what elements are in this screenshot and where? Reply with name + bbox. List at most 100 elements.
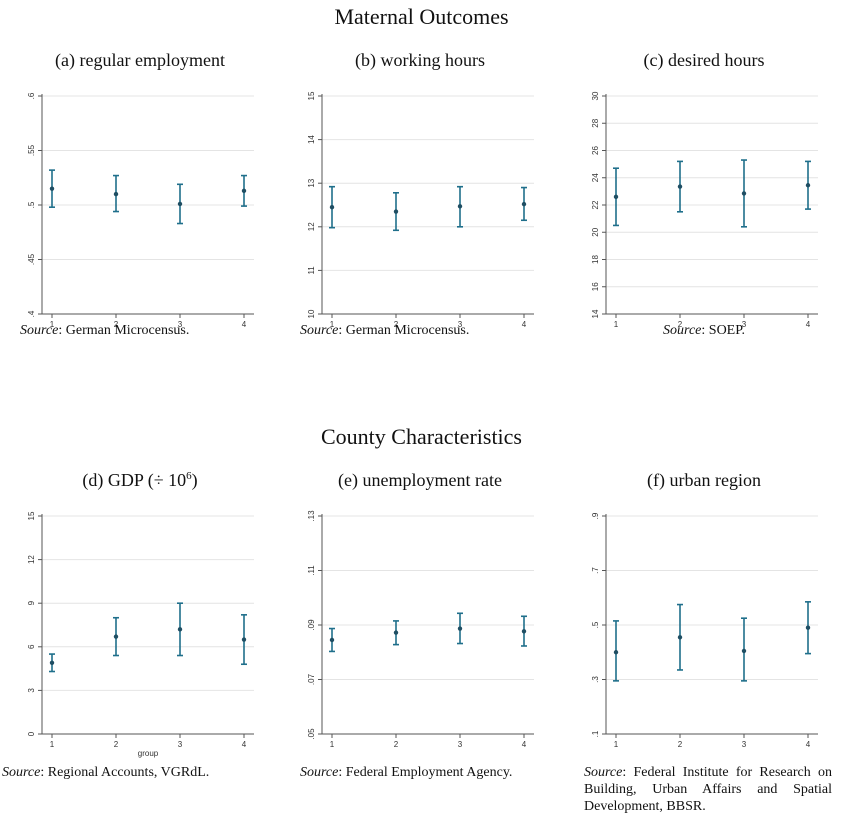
data-point: [393, 630, 399, 635]
panel-title-f: (f) urban region: [647, 470, 761, 490]
panel-a: (a) regular employment .4 .45 .5 .55 .6 1 2 3 4: [20, 50, 260, 340]
x-tick-label: 3: [458, 740, 463, 749]
source-text-c: SOEP.: [708, 323, 745, 338]
y-tick-label: 13: [307, 178, 316, 187]
x-tick-label: 2: [394, 740, 399, 749]
source-note-d: Source: Regional Accounts, VGRdL.: [2, 765, 210, 780]
x-tick-label: 4: [242, 320, 247, 329]
y-tick-label: 12: [27, 555, 36, 564]
data-point: [177, 627, 183, 632]
y-tick-label: 14: [591, 309, 600, 318]
x-tick-label: 2: [114, 320, 119, 329]
panel-c: (c) desired hours 14 16 18 20 22 24 26 28 30 1 2 3 4: [584, 50, 824, 340]
source-note-c: Source: SOEP.: [663, 323, 745, 338]
panel-e: (e) unemployment rate .05 .07 .09 .11 .13 1 2 3…: [300, 470, 540, 760]
x-tick-label: 2: [394, 320, 399, 329]
x-tick-label: 2: [678, 320, 683, 329]
panel-b: (b) working hours 10 11 12 13 14 15 1 2 3 4: [300, 50, 540, 340]
y-tick-label: 26: [591, 146, 600, 155]
data-point: [393, 209, 399, 214]
x-tick-label: 1: [330, 320, 335, 329]
data-point: [457, 204, 463, 209]
data-point: [113, 634, 119, 639]
panel-title-d-close: ): [191, 470, 198, 490]
data-point: [457, 626, 463, 631]
y-tick-label: .45: [27, 253, 36, 265]
x-tick-label: 2: [114, 740, 119, 749]
x-tick-label: 3: [742, 320, 747, 329]
x-tick-label: 4: [806, 740, 811, 749]
panel-title-b: (b) working hours: [355, 50, 485, 70]
y-tick-label: .5: [591, 621, 600, 628]
source-label: Source: [300, 765, 339, 780]
panel-title-d: (d) GDP (÷ 106): [20, 470, 260, 491]
y-tick-label: .1: [591, 730, 600, 737]
x-tick-label: 1: [330, 740, 335, 749]
x-axis-label: group: [138, 749, 159, 758]
panel-title-c: (c) desired hours: [643, 50, 765, 70]
chart-f: .1 .3 .5 .7 .9 1 2 3 4: [591, 512, 818, 749]
y-tick-label: 14: [307, 135, 316, 144]
y-tick-label: .9: [591, 512, 600, 519]
source-text-e: Federal Employment Agency.: [345, 765, 513, 780]
y-tick-label: .6: [27, 92, 36, 99]
data-point: [241, 188, 247, 194]
source-label: Source: [584, 765, 623, 780]
source-note-a: Source: German Microcensus.: [20, 323, 190, 338]
data-point: [49, 186, 55, 191]
data-point: [805, 183, 811, 188]
y-tick-label: 18: [591, 255, 600, 264]
data-point: [741, 191, 747, 196]
data-point: [741, 648, 747, 654]
x-tick-label: 4: [522, 740, 527, 749]
x-tick-label: 1: [614, 740, 619, 749]
panel-title-e: (e) unemployment rate: [338, 470, 502, 490]
x-tick-label: 2: [678, 740, 683, 749]
y-tick-label: 6: [27, 644, 36, 649]
y-tick-label: 24: [591, 173, 600, 182]
panel-f: (f) urban region .1 .3 .5 .7 .9 1 2 3 4: [584, 470, 824, 760]
y-tick-label: 10: [307, 309, 316, 318]
section-title-maternal-outcomes: Maternal Outcomes: [334, 4, 509, 29]
panel-title-d-main: (d) GDP (÷ 10: [82, 470, 187, 490]
x-tick-label: 4: [522, 320, 527, 329]
y-tick-label: .05: [307, 728, 316, 740]
source-text-a: German Microcensus.: [65, 323, 190, 338]
source-note-f: Source: Federal Institute for Research o…: [584, 765, 832, 814]
y-tick-label: 20: [591, 227, 600, 236]
source-text-d: Regional Accounts, VGRdL.: [47, 765, 210, 780]
y-tick-label: 0: [27, 731, 36, 736]
source-label: Source: [2, 765, 41, 780]
y-tick-label: .11: [307, 565, 316, 576]
data-point: [521, 629, 527, 634]
chart-c: 14 16 18 20 22 24 26 28 30 1 2 3 4: [591, 91, 818, 329]
data-point: [677, 635, 683, 640]
chart-a: .4 .45 .5 .55 .6 1 2 3 4: [27, 92, 254, 329]
x-tick-label: 3: [742, 740, 747, 749]
data-point: [329, 637, 335, 643]
panel-title-d-exponent: 6: [186, 470, 192, 482]
data-point: [613, 194, 619, 200]
x-tick-label: 1: [614, 320, 619, 329]
panel-title-a: (a) regular employment: [55, 50, 225, 70]
data-point: [677, 184, 683, 189]
data-point: [805, 625, 811, 630]
x-tick-label: 3: [458, 320, 463, 329]
x-tick-label: 1: [50, 320, 55, 329]
data-point: [177, 201, 183, 207]
data-point: [241, 637, 247, 642]
x-tick-label: 3: [178, 320, 183, 329]
y-tick-label: .4: [27, 310, 36, 317]
y-tick-label: 12: [307, 222, 316, 231]
data-point: [329, 204, 335, 210]
data-point: [113, 191, 119, 197]
source-text-b: German Microcensus.: [345, 323, 470, 338]
chart-e: .05 .07 .09 .11 .13 1 2 3 4: [307, 510, 534, 749]
y-tick-label: .5: [27, 201, 36, 208]
y-tick-label: 22: [591, 200, 600, 209]
y-tick-label: 9: [27, 600, 36, 605]
y-tick-label: 15: [307, 91, 316, 100]
y-tick-label: .09: [307, 619, 316, 631]
